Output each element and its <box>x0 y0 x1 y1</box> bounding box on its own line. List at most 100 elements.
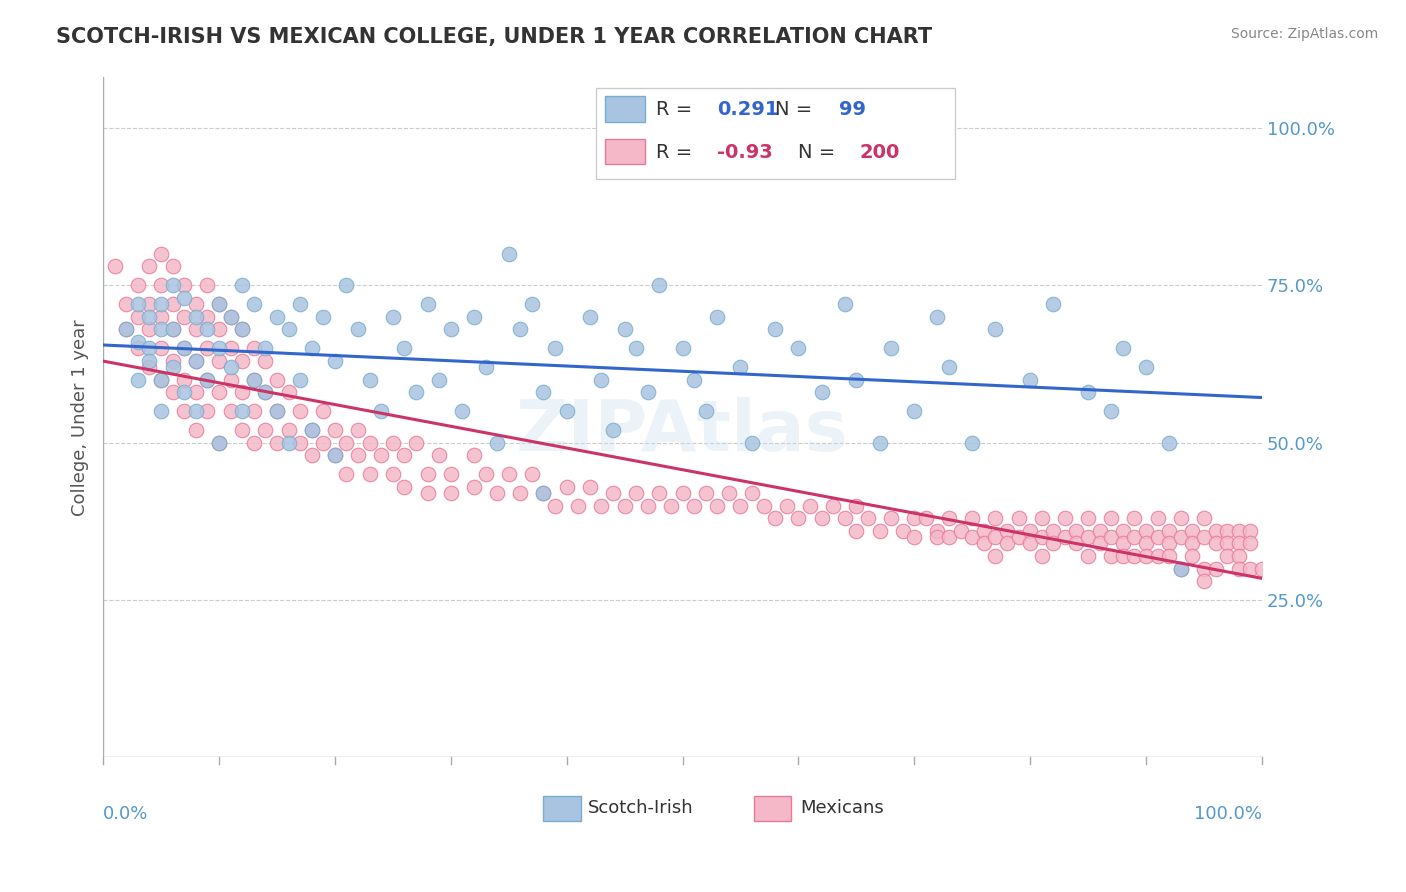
Point <box>242 297 264 311</box>
Point <box>1227 549 1250 563</box>
Point <box>903 404 925 418</box>
Point <box>1170 511 1192 525</box>
Point <box>938 359 960 374</box>
Text: ZIPAtlas: ZIPAtlas <box>516 397 849 466</box>
Point <box>231 385 253 400</box>
Point <box>1066 524 1088 538</box>
Point <box>1239 524 1261 538</box>
Point <box>254 385 277 400</box>
Point <box>960 530 983 544</box>
Point <box>150 278 173 293</box>
Point <box>184 310 207 324</box>
Point <box>231 278 253 293</box>
Point <box>624 341 647 355</box>
Point <box>1123 549 1146 563</box>
Point <box>301 423 323 437</box>
Point <box>1007 530 1029 544</box>
Point <box>323 448 346 462</box>
Point <box>323 423 346 437</box>
Point <box>231 404 253 418</box>
Point <box>1019 373 1042 387</box>
Point <box>463 480 485 494</box>
Point <box>416 486 439 500</box>
Point <box>219 373 242 387</box>
Point <box>834 297 856 311</box>
Point <box>197 373 219 387</box>
Point <box>1088 536 1111 550</box>
Point <box>741 435 763 450</box>
Point <box>127 334 149 349</box>
Point <box>254 385 277 400</box>
Point <box>1227 561 1250 575</box>
Point <box>208 385 231 400</box>
Point <box>1135 524 1157 538</box>
Point <box>544 341 567 355</box>
Point <box>498 467 520 481</box>
Point <box>301 423 323 437</box>
Text: R =: R = <box>655 143 699 161</box>
Point <box>231 322 253 336</box>
Point <box>359 373 381 387</box>
Point <box>544 499 567 513</box>
Point <box>150 246 173 260</box>
Point <box>208 353 231 368</box>
Point <box>695 404 717 418</box>
Point <box>927 524 949 538</box>
Point <box>288 297 311 311</box>
Point <box>1181 524 1204 538</box>
Text: R =: R = <box>655 100 699 119</box>
Point <box>1053 511 1076 525</box>
Point <box>1077 385 1099 400</box>
Point <box>1123 511 1146 525</box>
Point <box>197 278 219 293</box>
Point <box>288 435 311 450</box>
Point <box>162 278 184 293</box>
Point <box>706 310 728 324</box>
Point <box>208 435 231 450</box>
Point <box>254 423 277 437</box>
Point <box>1112 536 1135 550</box>
Point <box>845 373 868 387</box>
Point <box>1099 511 1122 525</box>
Point <box>288 373 311 387</box>
Point <box>474 467 496 481</box>
Point <box>347 322 370 336</box>
Point <box>197 373 219 387</box>
Point <box>184 385 207 400</box>
Point <box>197 341 219 355</box>
Point <box>231 322 253 336</box>
Point <box>1159 435 1181 450</box>
Point <box>752 499 775 513</box>
Point <box>706 499 728 513</box>
Point <box>834 511 856 525</box>
Point <box>266 373 288 387</box>
Point <box>1042 524 1064 538</box>
Point <box>486 435 509 450</box>
Point <box>394 448 416 462</box>
Point <box>138 322 160 336</box>
Point <box>150 297 173 311</box>
Point <box>1216 549 1239 563</box>
Point <box>520 297 543 311</box>
Point <box>486 486 509 500</box>
Point <box>127 297 149 311</box>
Point <box>973 524 995 538</box>
Point <box>1053 530 1076 544</box>
Point <box>1181 536 1204 550</box>
Point <box>208 297 231 311</box>
Point <box>1159 536 1181 550</box>
Text: -0.93: -0.93 <box>717 143 773 161</box>
Point <box>150 310 173 324</box>
Point <box>440 322 463 336</box>
Point <box>208 341 231 355</box>
Point <box>416 297 439 311</box>
Point <box>335 435 357 450</box>
Point <box>323 353 346 368</box>
Point <box>150 373 173 387</box>
Point <box>903 511 925 525</box>
Point <box>1123 530 1146 544</box>
Point <box>730 499 752 513</box>
Point <box>197 404 219 418</box>
Point <box>197 310 219 324</box>
Point <box>903 530 925 544</box>
